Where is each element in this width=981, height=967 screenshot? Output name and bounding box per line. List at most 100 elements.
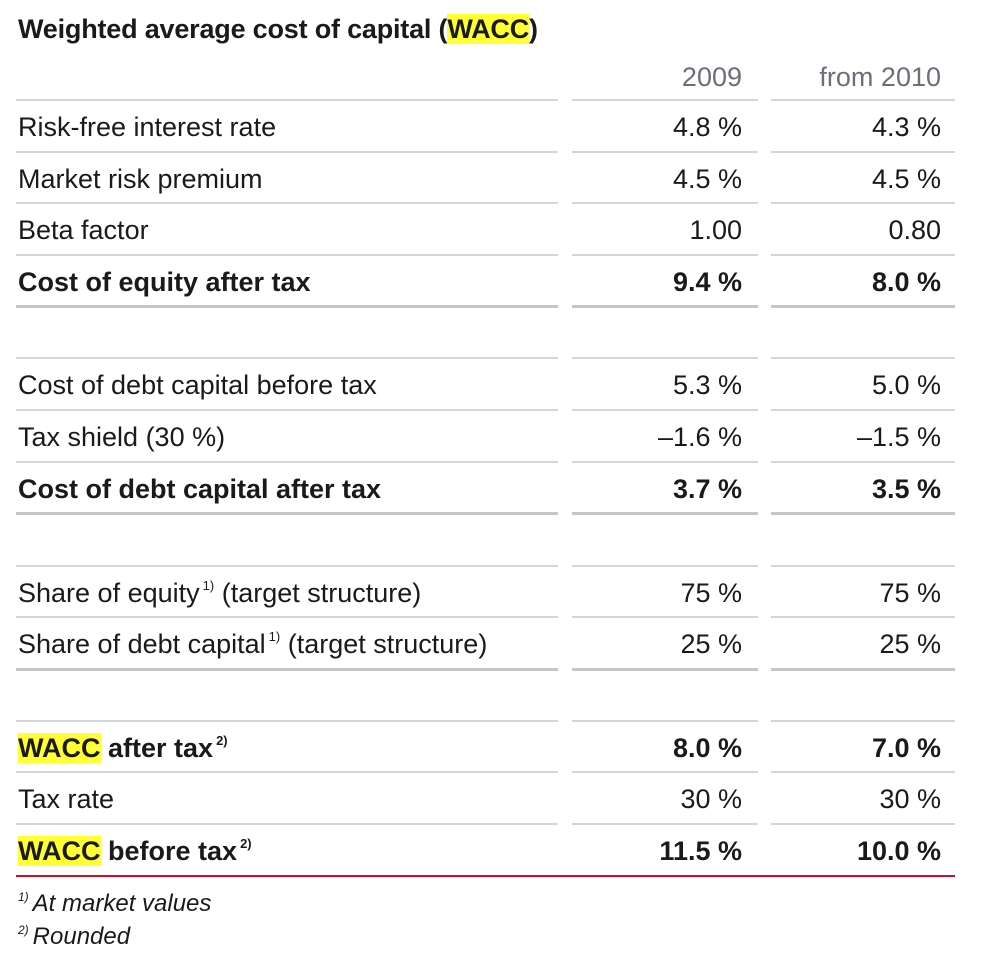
value-2009: 1.00 [689,215,742,245]
rule [572,151,758,153]
value-2010: 25 % [879,629,941,659]
section-rule [771,668,955,671]
rule [771,254,955,256]
row-label: WACC before tax 2) [18,836,252,867]
footnote-mark: 2) [18,923,29,937]
rule [771,823,955,825]
table-row: Tax rate 30 % 30 % [0,775,981,825]
row-label: Tax shield (30 %) [18,422,226,452]
value-2010: 30 % [879,784,941,814]
title-prefix: Weighted average cost of capital ( [18,14,448,44]
rule [572,616,758,618]
row-label: Market risk premium [18,164,263,194]
row-label-text: Share of equity [18,578,200,608]
footnote-text: At market values [32,890,212,917]
value-2010: 75 % [879,578,941,608]
value-2010: –1.5 % [856,422,941,452]
column-header-2009: 2009 [681,62,742,92]
value-2009: 4.8 % [672,112,742,142]
section-rule [771,305,955,308]
table-bottom-rule [16,875,955,877]
row-label: Cost of debt capital after tax [18,474,382,504]
value-2010: 8.0 % [871,267,941,297]
rule [16,720,558,722]
section-rule [572,512,758,515]
value-2009: 75 % [680,578,742,608]
section-rule [16,512,558,515]
value-2009: 8.0 % [672,733,742,763]
row-label-text: before tax [108,836,238,866]
table-title: Weighted average cost of capital (WACC) [18,14,538,45]
value-2009: 9.4 % [672,267,742,297]
footnote: 2) Rounded [18,923,130,951]
rule [16,254,558,256]
title-suffix: ) [529,14,538,44]
table-row: Cost of debt capital before tax 5.3 % 5.… [0,361,981,411]
rule [771,771,955,773]
rule [16,771,558,773]
table-row: Share of debt capital 1) (target structur… [0,620,981,670]
rule [771,151,955,153]
footnote-ref: 1) [268,629,281,644]
row-label: Risk-free interest rate [18,112,277,142]
section-rule [771,512,955,515]
row-label: Share of debt capital 1) (target structur… [18,629,487,660]
footnote-ref: 2) [240,836,252,851]
row-label: WACC after tax 2) [18,733,228,764]
rule [572,565,758,567]
row-label-text: after tax [108,733,214,763]
rule [16,357,558,359]
rule [771,565,955,567]
row-label-suffix: (target structure) [221,578,422,608]
value-2009: 25 % [680,629,742,659]
value-2010: 5.0 % [871,370,941,400]
rule [572,771,758,773]
rule [16,409,558,411]
table-row: WACC after tax 2) 8.0 % 7.0 % [0,724,981,774]
rule [572,409,758,411]
row-label: Cost of equity after tax [18,267,311,297]
value-2010: 4.5 % [871,164,941,194]
rule [771,720,955,722]
rule [572,461,758,463]
title-highlight: WACC [447,14,530,44]
rule [16,151,558,153]
value-2009: 5.3 % [672,370,742,400]
row-label: Beta factor [18,215,149,245]
table-row: Beta factor 1.00 0.80 [0,206,981,256]
rule [771,461,955,463]
section-rule [16,668,558,671]
value-2009: 3.7 % [672,474,742,504]
rule [16,616,558,618]
footnote-ref: 2) [216,733,228,748]
rule [572,99,758,101]
rule [16,202,558,204]
rule [771,357,955,359]
rule [16,461,558,463]
value-2009: 4.5 % [672,164,742,194]
table-row: Cost of debt capital after tax 3.7 % 3.5… [0,465,981,515]
value-2010: 7.0 % [871,733,941,763]
value-2010: 0.80 [888,215,941,245]
value-2009: 11.5 % [659,836,742,866]
value-2010: 10.0 % [856,836,941,866]
wacc-highlight: WACC [18,733,101,763]
rule [771,202,955,204]
table-row: WACC before tax 2) 11.5 % 10.0 % [0,827,981,877]
rule [771,99,955,101]
footnote-ref: 1) [202,578,215,593]
section-rule [572,668,758,671]
section-rule [572,305,758,308]
row-label-suffix: (target structure) [287,629,488,659]
rule [572,254,758,256]
rule [572,720,758,722]
footnote: 1) At market values [18,890,211,918]
footnote-text: Rounded [32,923,131,950]
column-header-from-2010: from 2010 [819,62,941,92]
value-2009: –1.6 % [657,422,742,452]
row-label: Tax rate [18,784,115,814]
rule [771,409,955,411]
footnote-mark: 1) [18,890,29,904]
rule [572,823,758,825]
rule [16,99,558,101]
